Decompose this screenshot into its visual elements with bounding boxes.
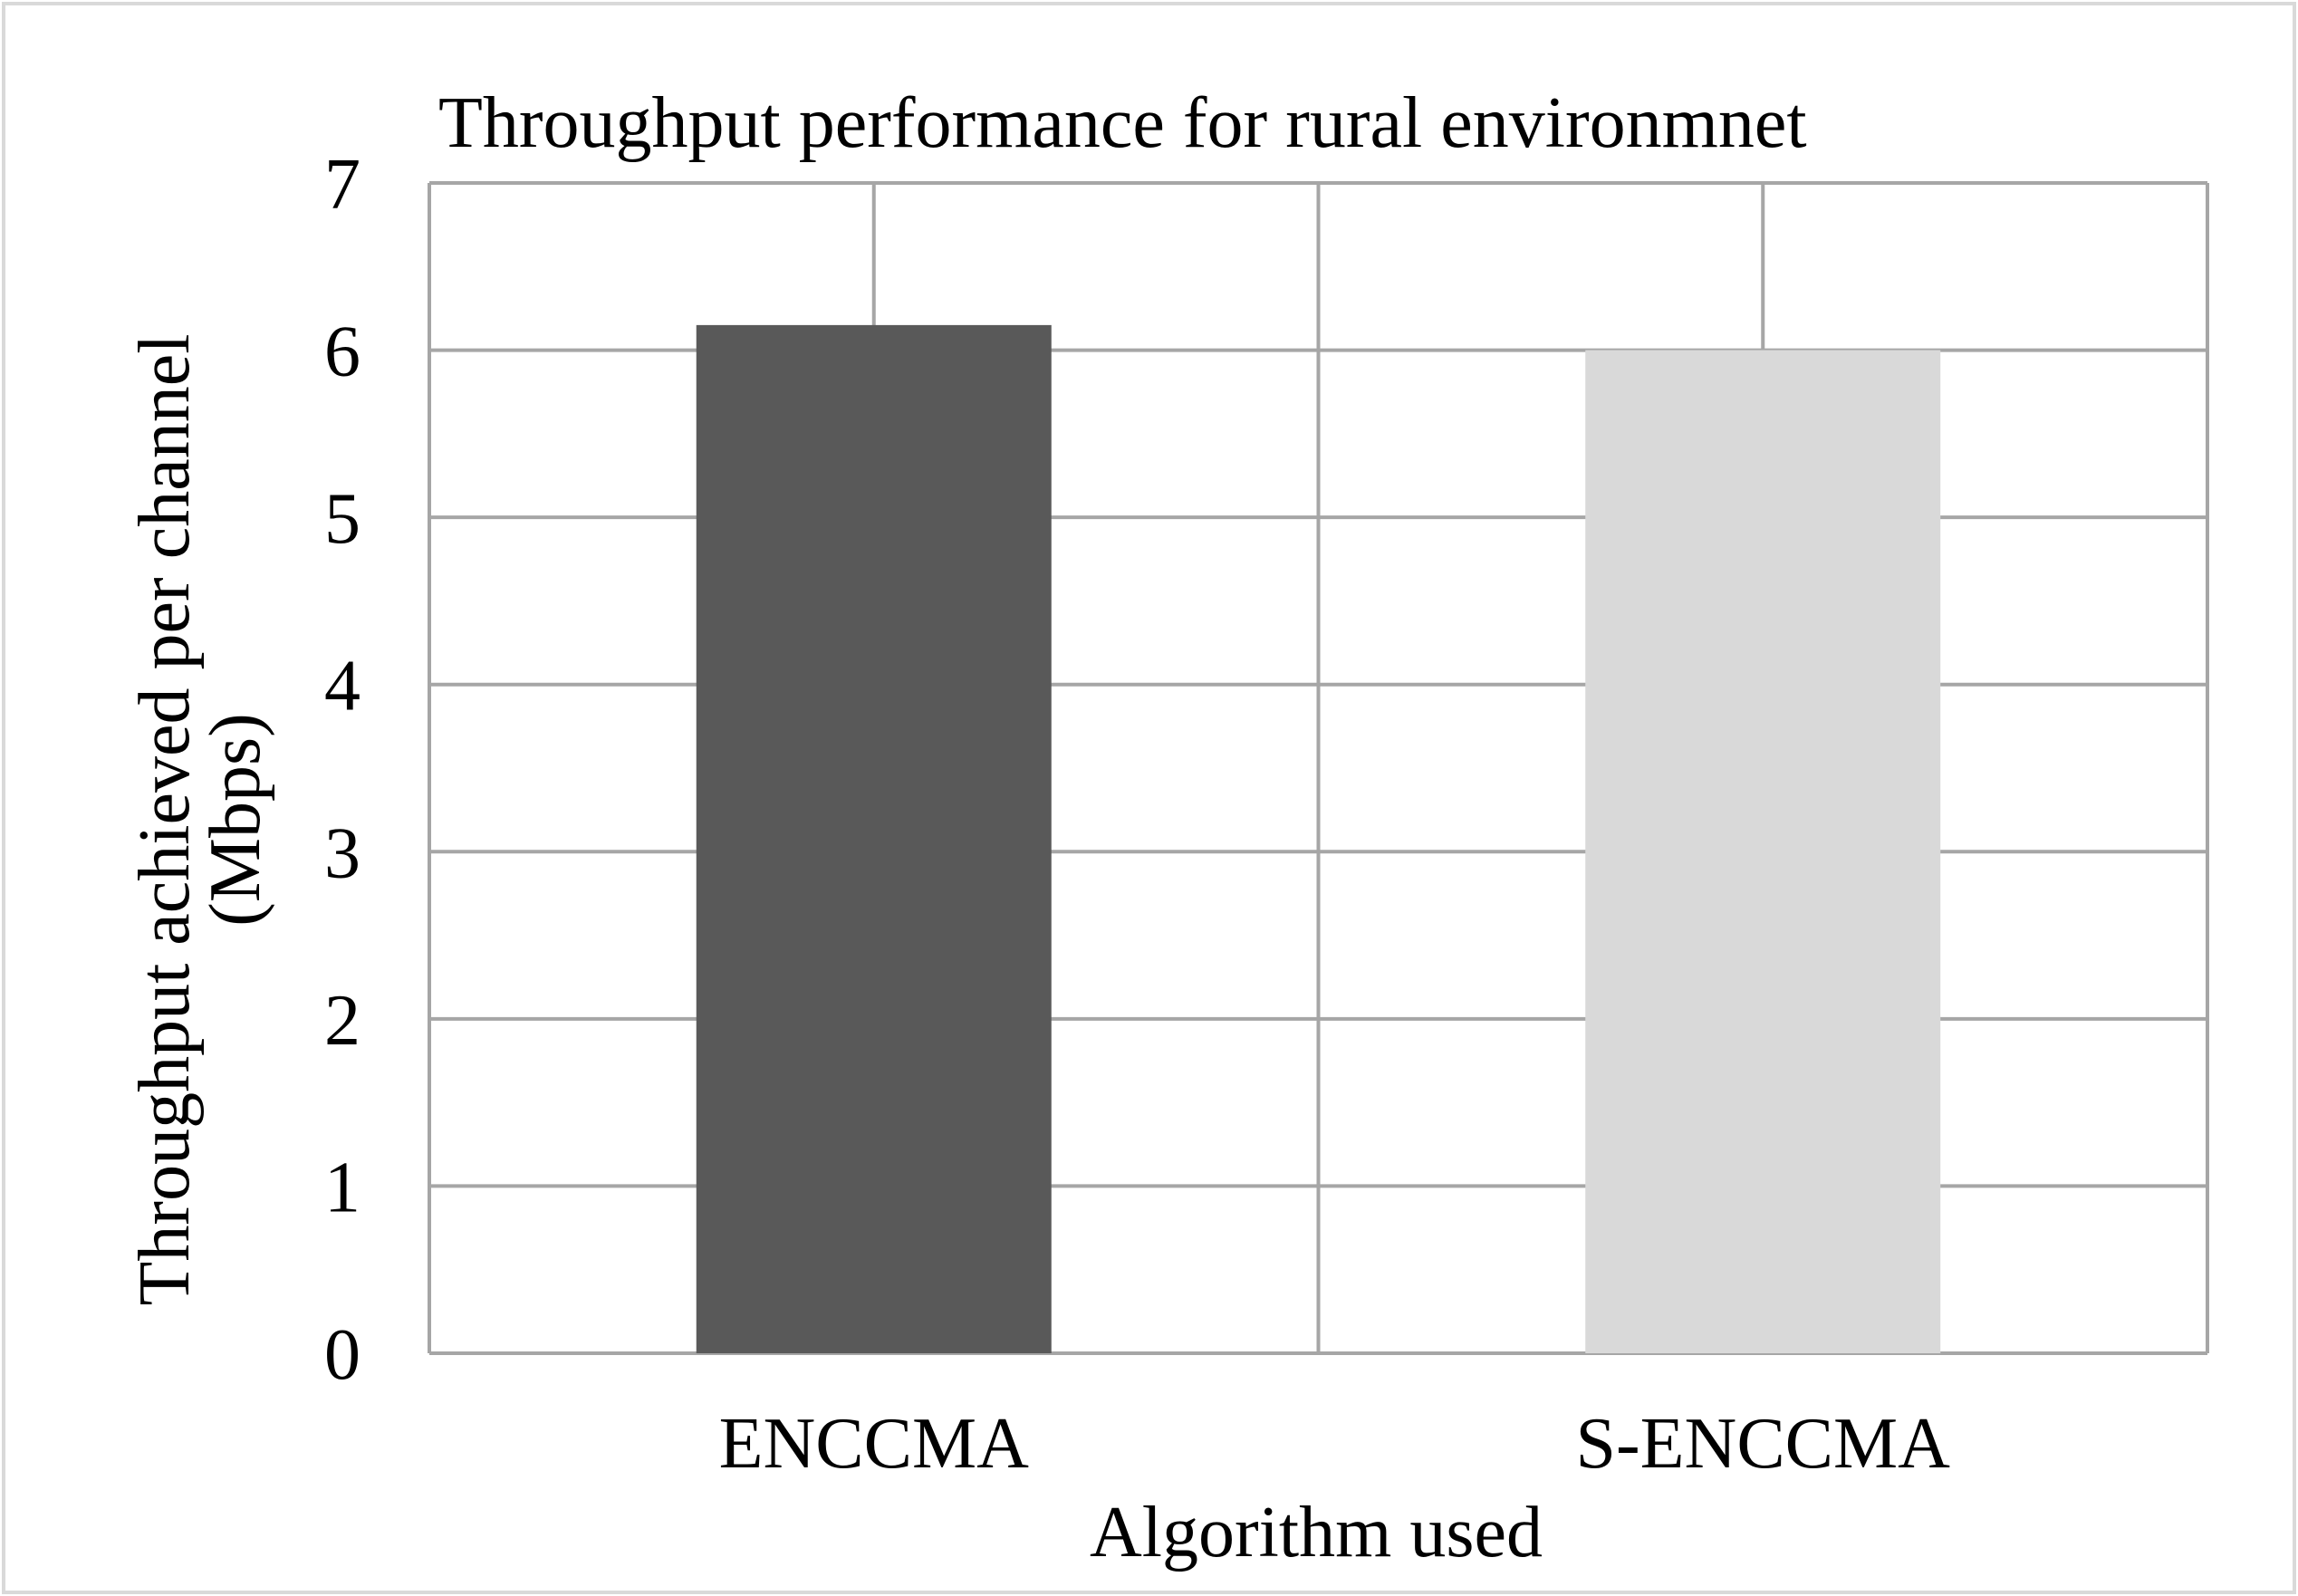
y-tick-label: 3 — [324, 813, 361, 893]
y-axis-title-line-1: Throughput achieved per channel — [125, 334, 205, 1306]
bar-enccma — [696, 324, 1052, 1353]
y-axis-title: Throughput achieved per channel (Mbps) — [125, 334, 275, 1306]
y-axis-title-line-2: (Mbps) — [196, 713, 275, 927]
x-tick-label: S-ENCCMA — [1576, 1404, 1951, 1484]
bar-s-enccma — [1585, 350, 1941, 1354]
y-tick-label: 0 — [324, 1315, 361, 1395]
y-tick-label: 4 — [324, 647, 361, 726]
y-tick-label: 2 — [324, 981, 361, 1061]
x-tick-label: ENCCMA — [719, 1404, 1029, 1484]
y-tick-label: 5 — [324, 479, 361, 559]
y-tick-label: 6 — [324, 312, 361, 392]
y-tick-labels: 0 1 2 3 4 5 6 7 — [324, 145, 361, 1395]
bars — [696, 324, 1941, 1354]
x-tick-labels: ENCCMA S-ENCCMA — [719, 1404, 1951, 1484]
y-tick-label: 1 — [324, 1148, 361, 1227]
y-tick-label: 7 — [324, 145, 361, 225]
chart-title: Throughput performance for rural environ… — [438, 83, 1807, 163]
x-axis-title: Algorithm used — [1090, 1493, 1543, 1572]
